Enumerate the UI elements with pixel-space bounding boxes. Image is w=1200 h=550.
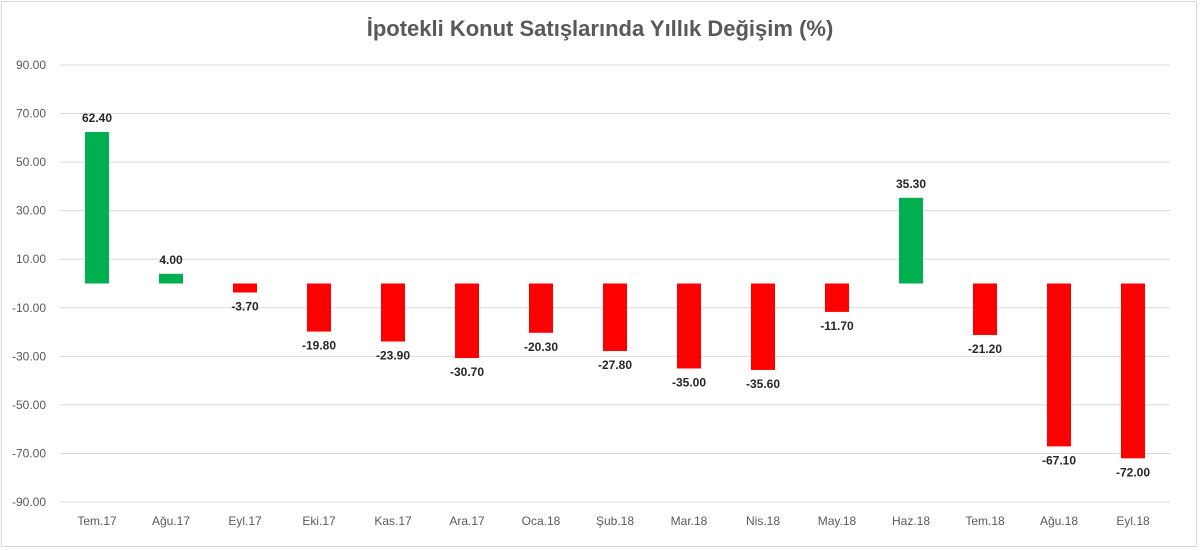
bar <box>307 283 331 332</box>
data-label: -30.70 <box>450 365 484 379</box>
data-label: -67.10 <box>1042 453 1076 467</box>
data-label: -35.00 <box>672 375 706 389</box>
data-label: -23.90 <box>376 349 410 363</box>
x-tick-label: May.18 <box>818 514 857 528</box>
data-label: -3.70 <box>231 299 259 313</box>
x-tick-label: Tem.17 <box>77 514 117 528</box>
data-label: -11.70 <box>820 319 854 333</box>
data-label: -35.60 <box>746 377 780 391</box>
x-tick-label: Tem.18 <box>965 514 1005 528</box>
x-tick-label: Eyl.17 <box>228 514 262 528</box>
x-tick-label: Ağu.17 <box>152 514 190 528</box>
data-label: 62.40 <box>82 111 112 125</box>
y-tick-label: 50.00 <box>16 155 46 169</box>
y-tick-label: 30.00 <box>16 204 46 218</box>
y-tick-label: -50.00 <box>12 398 46 412</box>
data-label: -21.20 <box>968 342 1002 356</box>
x-tick-label: Eki.17 <box>302 514 336 528</box>
bar <box>825 283 849 312</box>
bar <box>85 132 109 284</box>
x-tick-label: Ağu.18 <box>1040 514 1078 528</box>
data-label: -20.30 <box>524 340 558 354</box>
data-labels: 62.40 4.00 -3.70 -19.80 -23.90 -30.70 -20.30 -2… <box>82 111 1150 479</box>
y-tick-label: -70.00 <box>12 446 46 460</box>
x-axis-ticks: Tem.17 Ağu.17 Eyl.17 Eki.17 Kas.17 Ara.17 Oca.… <box>77 514 1150 528</box>
data-label: 4.00 <box>159 253 183 267</box>
bar <box>381 283 405 342</box>
bar <box>1047 283 1071 447</box>
data-label: -19.80 <box>302 339 336 353</box>
y-tick-label: -10.00 <box>12 301 46 315</box>
y-tick-label: -30.00 <box>12 349 46 363</box>
x-tick-label: Haz.18 <box>892 514 930 528</box>
y-tick-label: 10.00 <box>16 252 46 266</box>
bar <box>677 283 701 369</box>
chart-title: İpotekli Konut Satışlarında Yıllık Değiş… <box>366 16 834 41</box>
data-label: -27.80 <box>598 358 632 372</box>
x-tick-label: Nis.18 <box>746 514 780 528</box>
bar <box>899 197 923 284</box>
y-tick-label: -90.00 <box>12 495 46 509</box>
bar <box>455 283 479 359</box>
bars <box>85 132 1145 459</box>
bar <box>529 283 553 333</box>
bar <box>1121 283 1145 459</box>
x-tick-label: Kas.17 <box>374 514 412 528</box>
x-tick-label: Mar.18 <box>671 514 708 528</box>
y-tick-label: 90.00 <box>16 58 46 72</box>
x-tick-label: Oca.18 <box>522 514 561 528</box>
data-label: 35.30 <box>896 177 926 191</box>
x-tick-label: Ara.17 <box>449 514 485 528</box>
x-tick-label: Şub.18 <box>596 514 634 528</box>
bar <box>159 273 183 284</box>
bar <box>973 283 997 335</box>
data-label: -72.00 <box>1116 465 1150 479</box>
y-axis-ticks: 90.00 70.00 50.00 30.00 10.00 -10.00 -30.00 -50… <box>12 58 46 509</box>
bar <box>751 283 775 370</box>
bar <box>233 283 257 293</box>
y-tick-label: 70.00 <box>16 107 46 121</box>
x-tick-label: Eyl.18 <box>1116 514 1150 528</box>
bar <box>603 283 627 351</box>
